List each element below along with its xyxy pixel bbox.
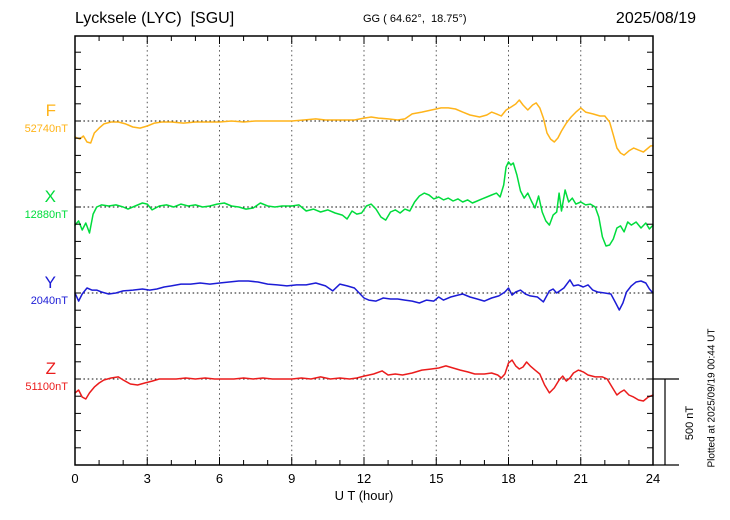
x-tick-label: 3 <box>143 471 151 486</box>
x-tick-label: 9 <box>288 471 296 486</box>
series-label-z: Z <box>45 359 56 378</box>
series-label-f: F <box>45 101 56 120</box>
series-label-x: X <box>44 187 56 206</box>
series-label-y: Y <box>44 273 56 292</box>
series-basevalue-x: 12880nT <box>24 209 68 221</box>
x-tick-label: 18 <box>501 471 516 486</box>
scale-bar-label: 500 nT <box>684 405 696 441</box>
x-tick-label: 24 <box>645 471 661 486</box>
plotted-at-note: Plotted at 2025/09/19 00:44 UT <box>706 328 718 468</box>
series-basevalue-z: 51100nT <box>25 381 68 393</box>
x-axis-tick-labels: 0 3 6 9 12 15 18 21 24 <box>0 471 730 487</box>
x-tick-label: 21 <box>573 471 588 486</box>
geo-coordinates: GG ( 64.62°, 18.75°) <box>363 13 467 25</box>
station-title: Lycksele (LYC) [SGU] <box>75 10 235 27</box>
x-tick-label: 12 <box>356 471 372 486</box>
date-label: 2025/08/19 <box>615 10 696 27</box>
x-axis-title: U T (hour) <box>334 488 394 503</box>
x-tick-label: 15 <box>429 471 444 486</box>
series-basevalue-y: 2040nT <box>30 295 68 307</box>
x-tick-label: 0 <box>71 471 79 486</box>
series-basevalue-f: 52740nT <box>24 123 68 135</box>
x-tick-label: 6 <box>215 471 224 486</box>
